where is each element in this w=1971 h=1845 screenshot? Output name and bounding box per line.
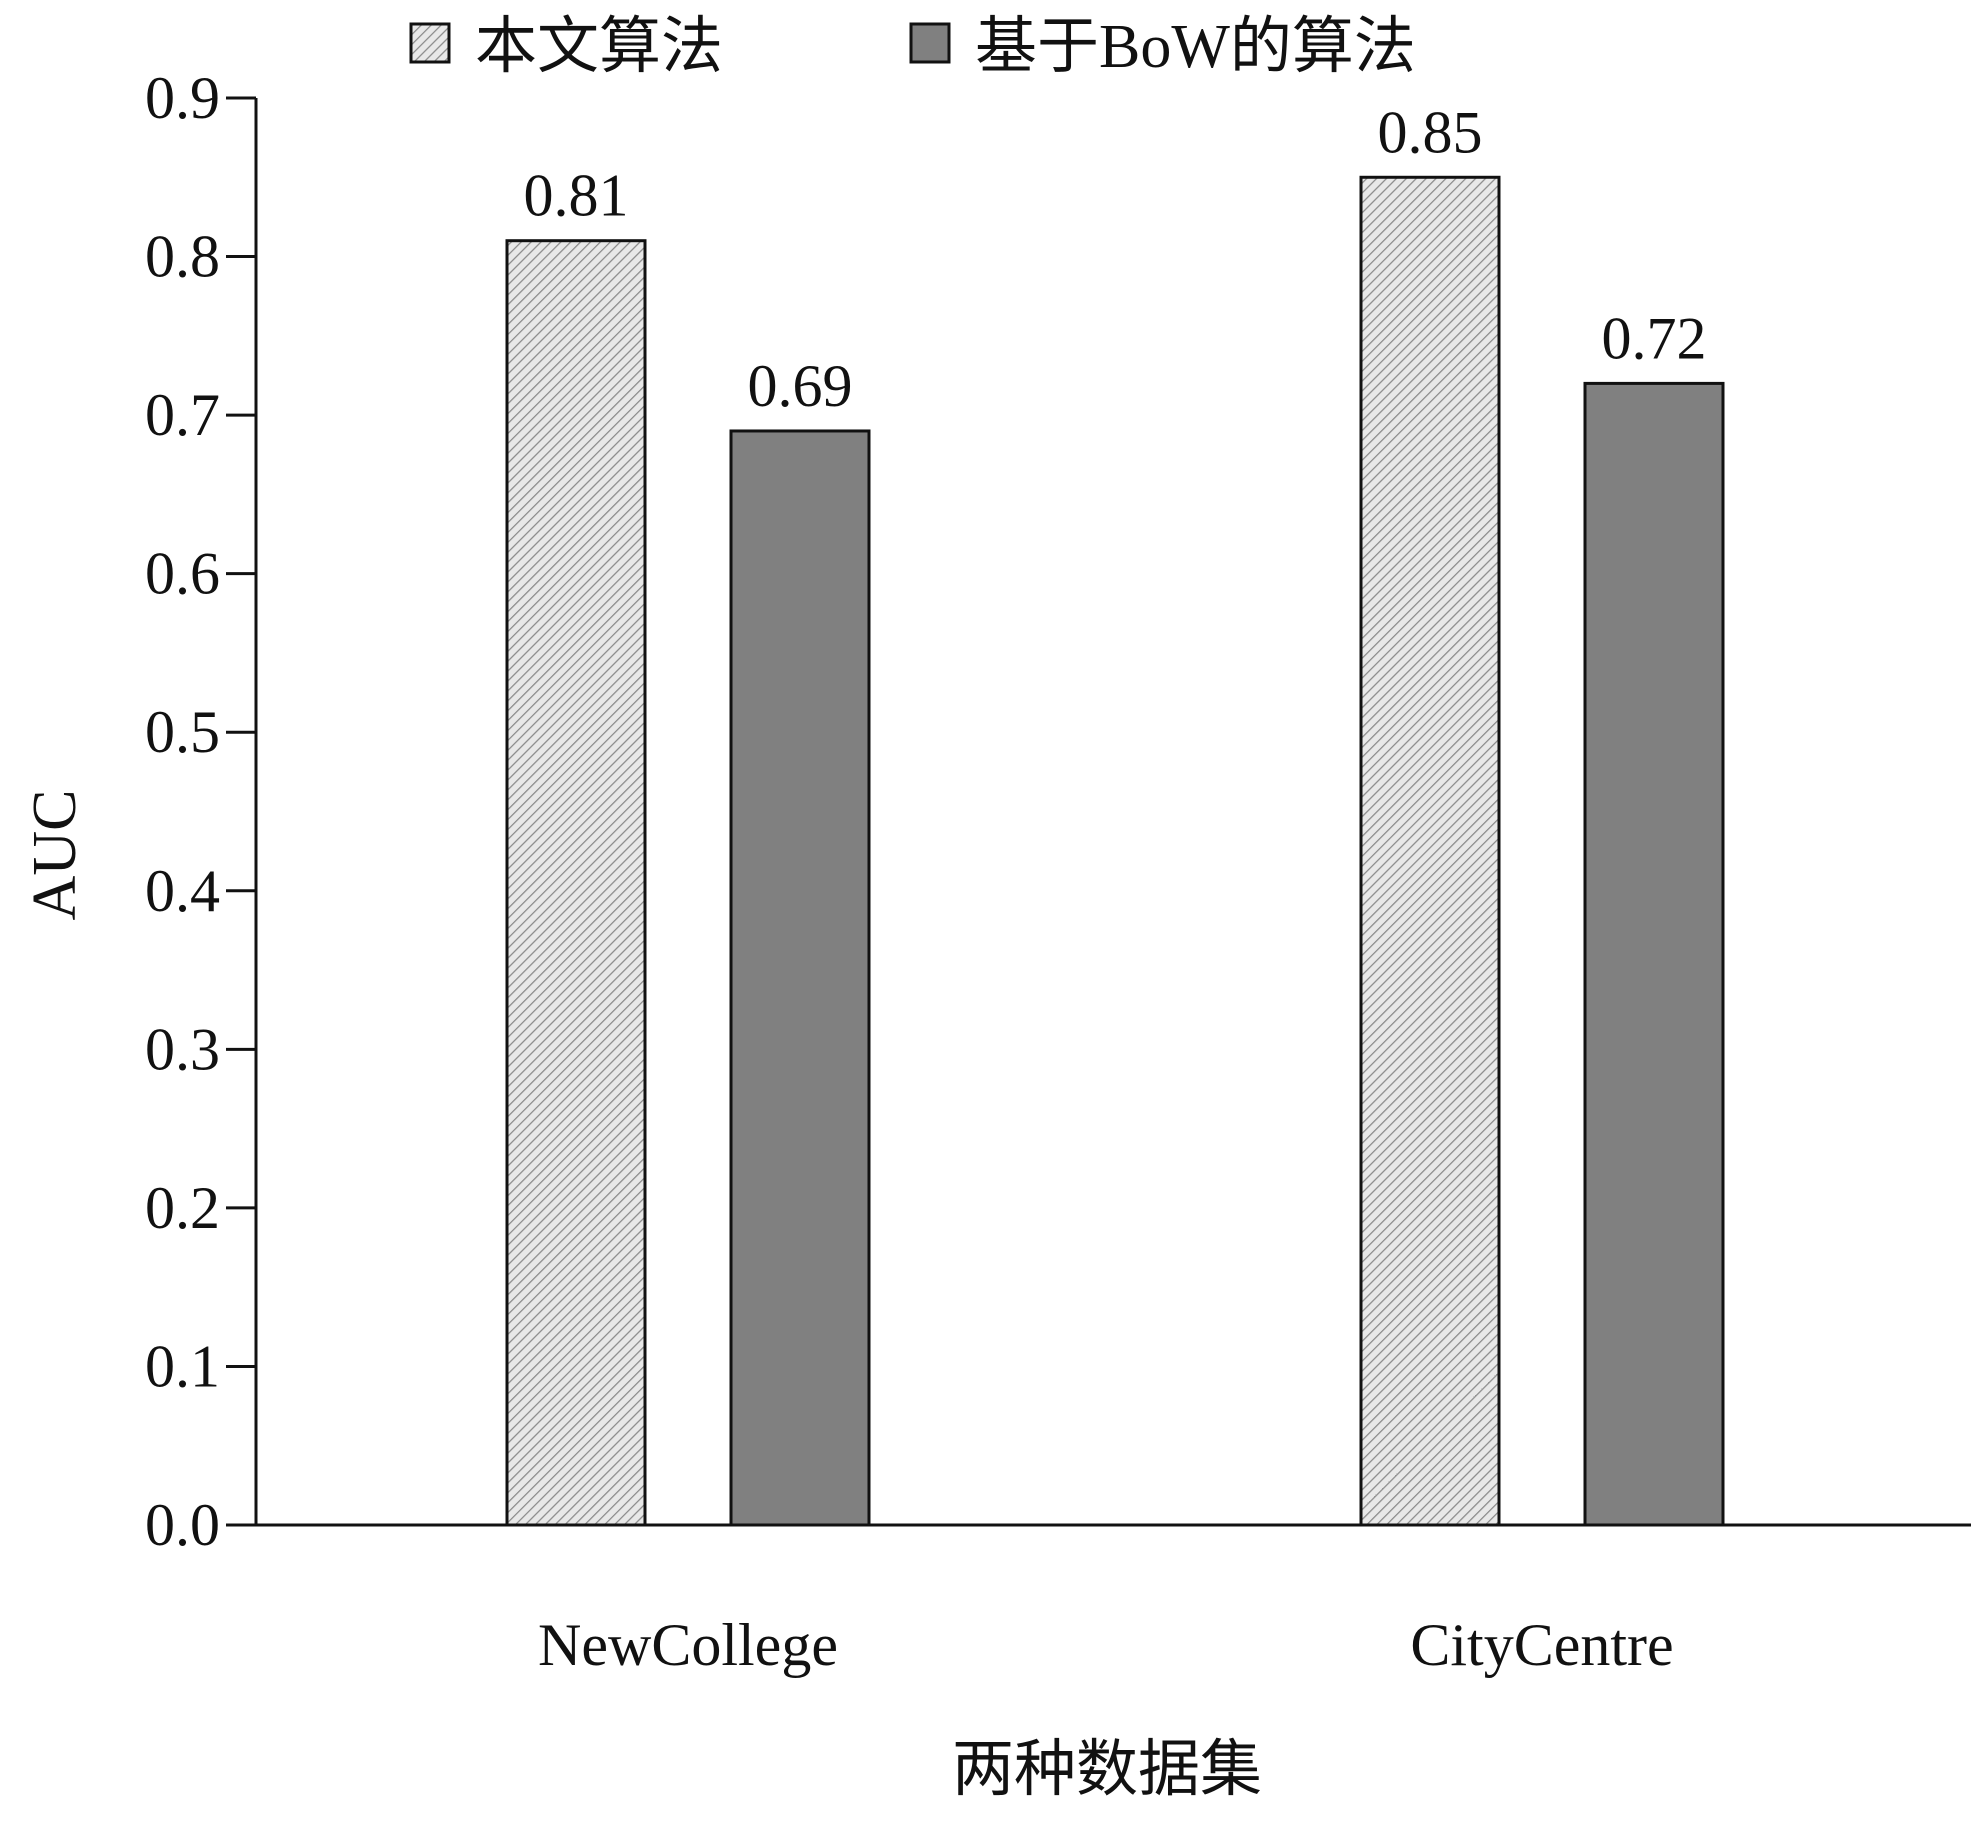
- legend-label: 基于BoW的算法: [975, 13, 1416, 81]
- data-label: 0.72: [1602, 305, 1707, 371]
- legend-label: 本文算法: [475, 13, 723, 81]
- x-axis: NewCollege CityCentre: [256, 1523, 1971, 1678]
- legend-swatch: [909, 22, 951, 64]
- bar: [1583, 381, 1725, 1527]
- data-label: 0.81: [524, 163, 629, 229]
- bar: [729, 429, 871, 1527]
- y-tick-label: 0.4: [145, 858, 220, 924]
- y-tick-label: 0.1: [145, 1333, 220, 1399]
- bars-group: 0.81 0.69 0.85 0.72: [505, 99, 1725, 1527]
- bar: [1359, 175, 1501, 1527]
- y-tick-label: 0.5: [145, 699, 220, 765]
- y-axis-title: AUC: [21, 790, 89, 921]
- x-category-label: NewCollege: [538, 1612, 838, 1678]
- x-category-label: CityCentre: [1410, 1612, 1673, 1678]
- y-tick-label: 0.0: [145, 1492, 220, 1558]
- legend: 本文算法 基于BoW的算法: [409, 13, 1416, 81]
- x-axis-title: 两种数据集: [952, 1736, 1262, 1804]
- data-label: 0.69: [748, 353, 853, 419]
- y-tick-label: 0.6: [145, 541, 220, 607]
- y-tick-label: 0.2: [145, 1175, 220, 1241]
- y-tick-label: 0.3: [145, 1016, 220, 1082]
- y-tick-label: 0.7: [145, 382, 220, 448]
- y-axis: 0.0 0.1 0.2 0.3 0.4 0.5 0.6 0.7 0.8 0.9: [145, 65, 258, 1558]
- legend-swatch: [409, 22, 451, 64]
- bar: [505, 239, 647, 1527]
- y-tick-label: 0.8: [145, 224, 220, 290]
- data-label: 0.85: [1378, 99, 1483, 165]
- y-tick-label: 0.9: [145, 65, 220, 131]
